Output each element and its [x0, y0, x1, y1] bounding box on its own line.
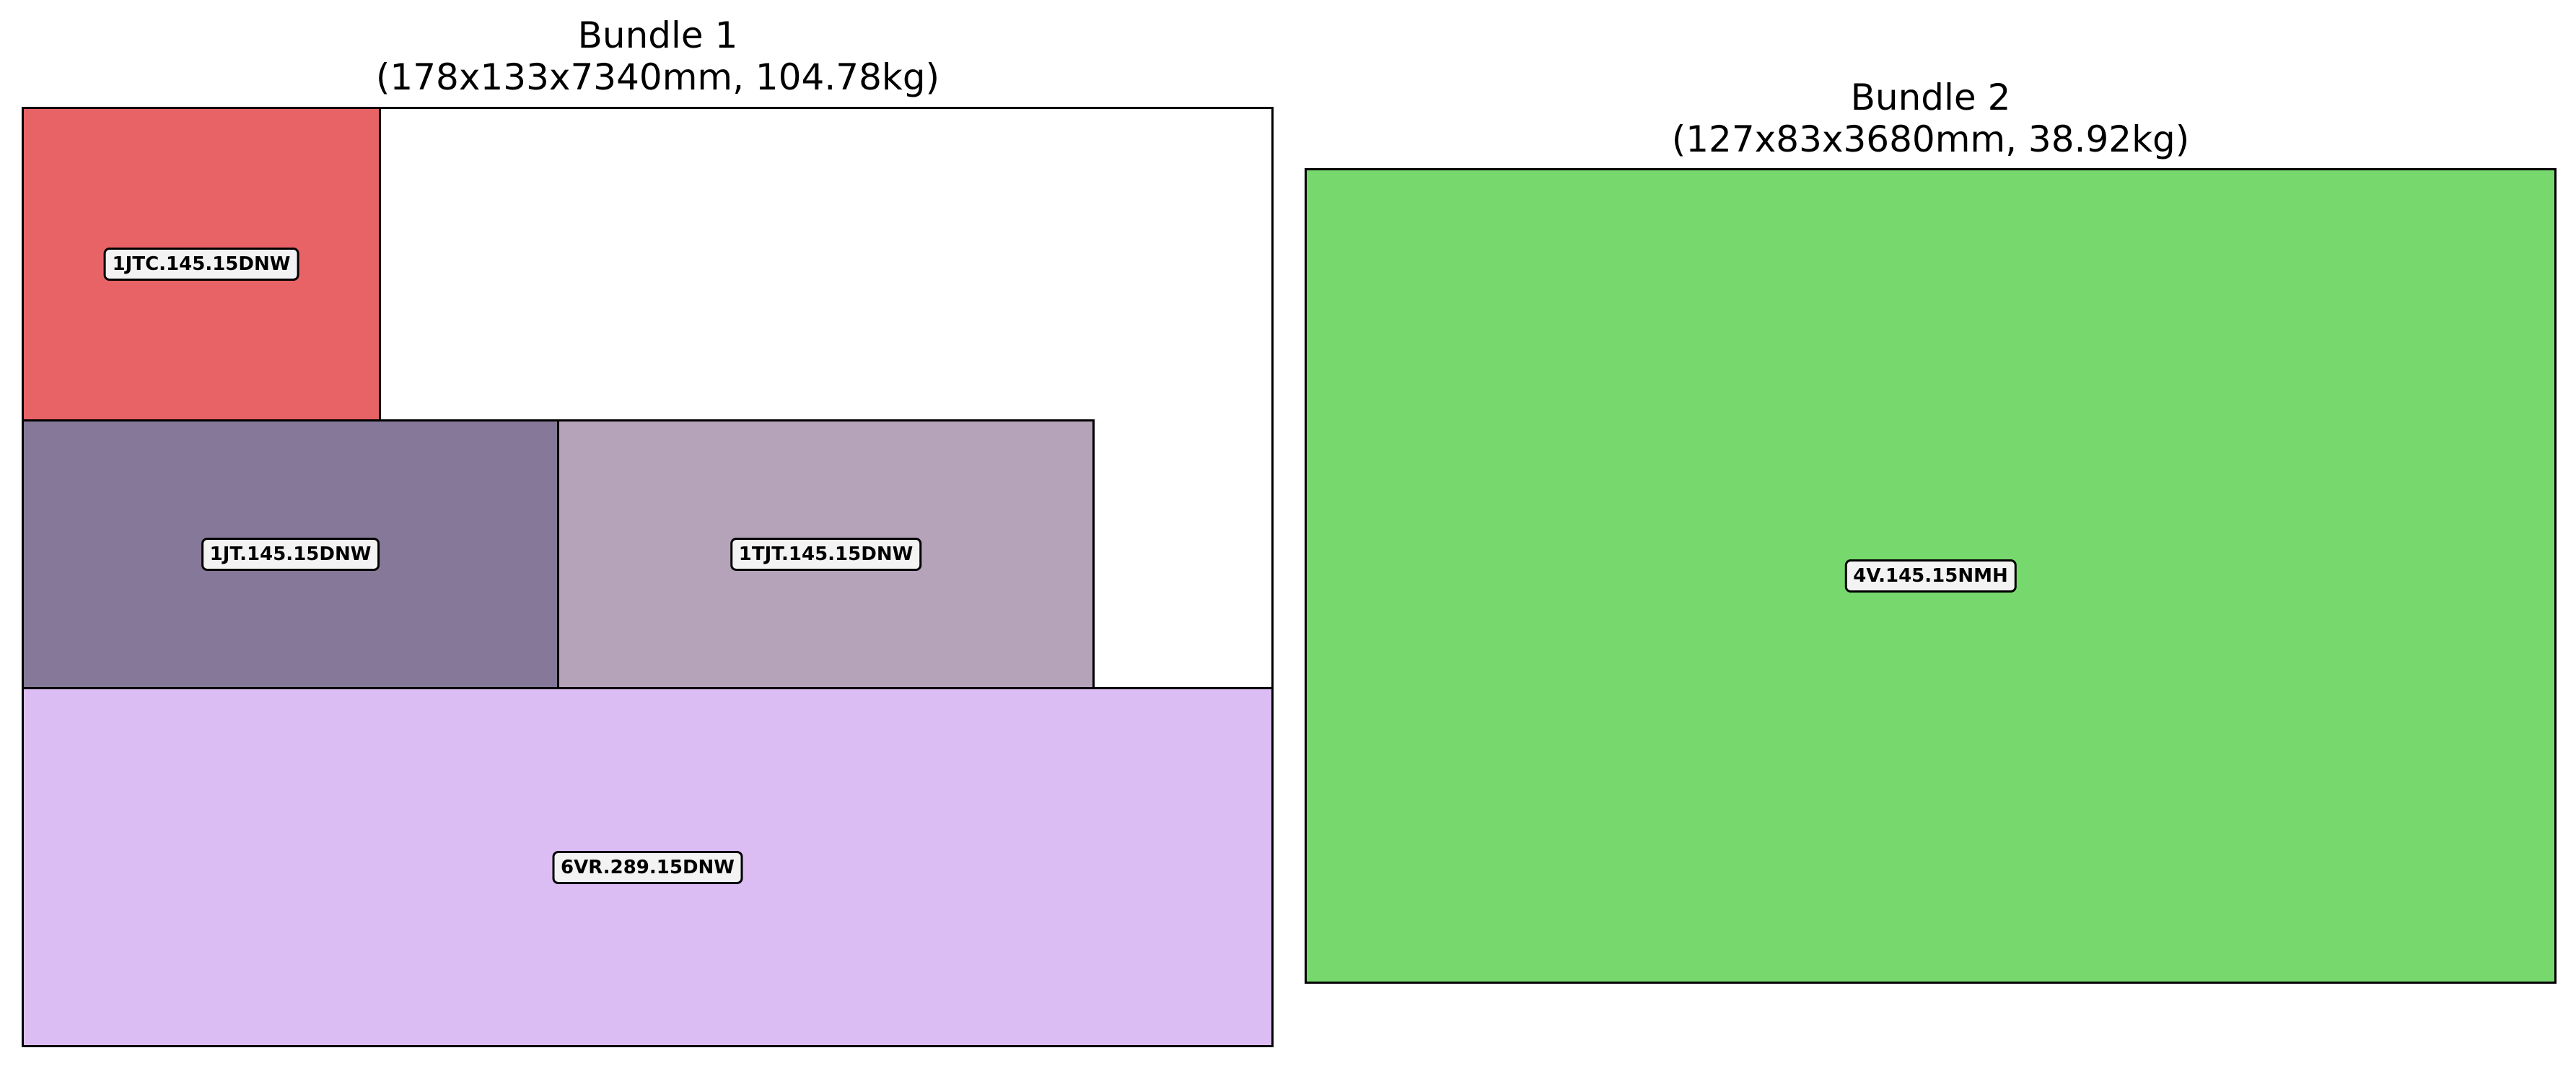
- bundle-2-title: Bundle 2 (127x83x3680mm, 38.92kg): [1305, 77, 2557, 160]
- bundle-1-name: Bundle 1: [577, 14, 738, 56]
- bundle-1-frame: 1JTC.145.15DNW 1JT.145.15DNW 1TJT.145.15…: [22, 107, 1274, 1047]
- piece-label: 6VR.289.15DNW: [552, 850, 743, 884]
- bundle-2-name: Bundle 2: [1850, 77, 2011, 118]
- piece-label: 1JTC.145.15DNW: [103, 248, 299, 281]
- bundle-1-piece-6vr: 6VR.289.15DNW: [22, 687, 1274, 1047]
- bundle-2-piece-4v: 4V.145.15NMH: [1305, 168, 2557, 984]
- piece-label: 1JT.145.15DNW: [201, 538, 380, 571]
- bundle-2-dimensions: (127x83x3680mm, 38.92kg): [1671, 118, 2190, 160]
- bundle-1-piece-1jtc: 1JTC.145.15DNW: [22, 107, 381, 421]
- bundle-1-piece-1jt: 1JT.145.15DNW: [22, 419, 559, 689]
- bundle-1-title: Bundle 1 (178x133x7340mm, 104.78kg): [22, 14, 1294, 98]
- bundle-1-piece-1tjt: 1TJT.145.15DNW: [557, 419, 1095, 689]
- piece-label: 4V.145.15NMH: [1844, 559, 2017, 593]
- bundle-1-dimensions: (178x133x7340mm, 104.78kg): [375, 56, 940, 98]
- piece-label: 1TJT.145.15DNW: [730, 538, 922, 571]
- bundle-2-frame: 4V.145.15NMH: [1305, 168, 2557, 984]
